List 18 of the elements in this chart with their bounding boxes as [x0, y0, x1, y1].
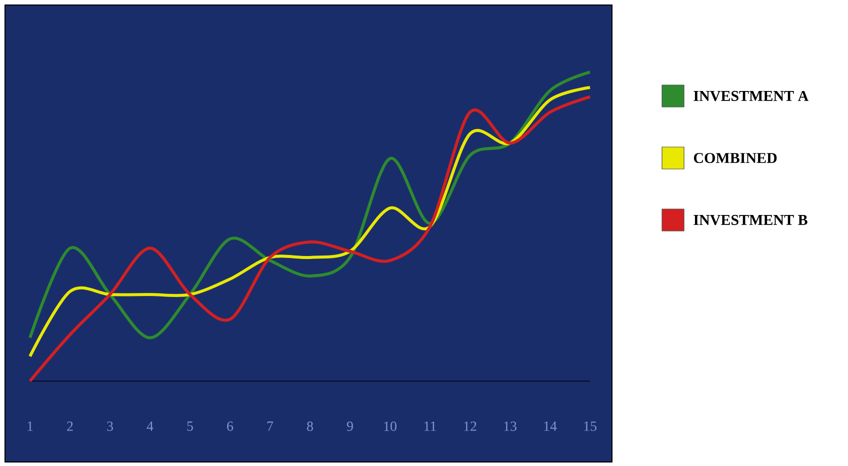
legend-label: INVESTMENT A	[694, 90, 809, 102]
x-tick-label: 3	[107, 422, 113, 431]
x-tick-label: 12	[464, 422, 476, 431]
x-tick-label: 10	[384, 422, 396, 431]
x-tick-label: 2	[67, 422, 73, 431]
x-tick-label: 5	[187, 422, 193, 431]
legend-label: COMBINED	[694, 152, 777, 164]
x-tick-label: 4	[146, 422, 154, 431]
x-tick-label: 8	[307, 422, 313, 431]
x-tick-label: 15	[584, 422, 596, 431]
x-tick-label: 13	[504, 422, 516, 431]
x-tick-label: 11	[424, 422, 436, 431]
x-tick-label: 1	[28, 422, 33, 431]
legend-label: INVESTMENT B	[694, 214, 808, 226]
x-tick-label: 9	[346, 422, 353, 431]
x-tick-label: 7	[267, 422, 274, 431]
x-tick-label: 14	[544, 422, 557, 431]
x-tick-label: 6	[227, 422, 234, 431]
